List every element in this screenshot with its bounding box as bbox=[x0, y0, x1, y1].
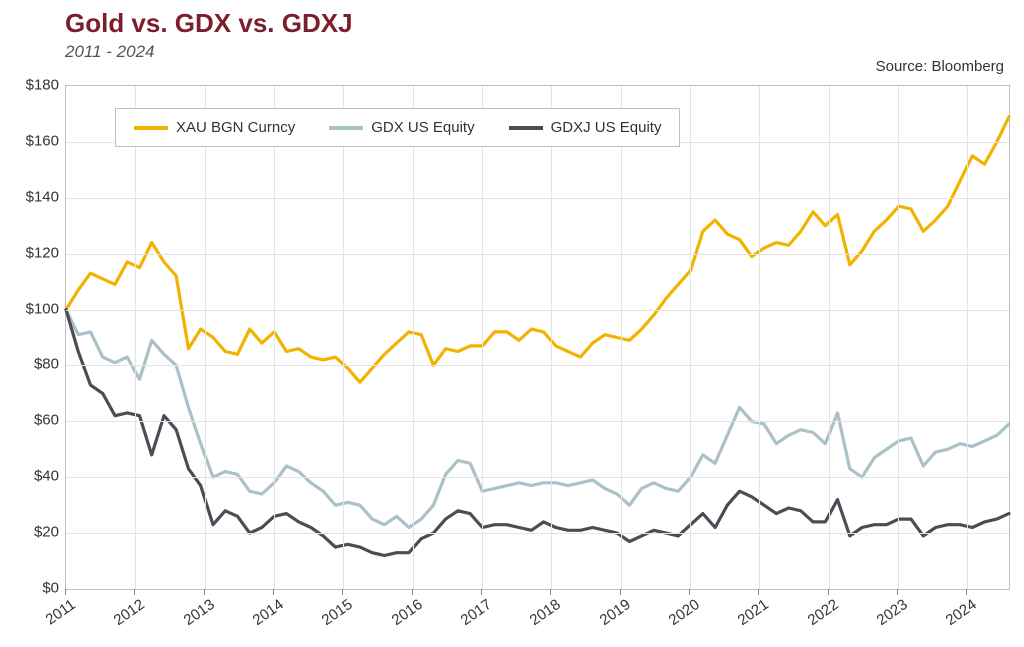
x-tick bbox=[412, 589, 413, 595]
gridline-horizontal bbox=[66, 533, 1009, 534]
x-tick bbox=[689, 589, 690, 595]
x-tick bbox=[966, 589, 967, 595]
x-axis-label: 2024 bbox=[943, 596, 980, 629]
line-canvas bbox=[66, 86, 1009, 589]
gridline-horizontal bbox=[66, 310, 1009, 311]
source-label: Source: Bloomberg bbox=[876, 58, 1004, 75]
chart-title: Gold vs. GDX vs. GDXJ bbox=[65, 8, 353, 39]
x-axis-label: 2022 bbox=[804, 596, 841, 629]
legend-item-gdxj: GDXJ US Equity bbox=[509, 119, 662, 136]
y-axis-label: $180 bbox=[4, 77, 59, 94]
x-axis-label: 2023 bbox=[874, 596, 911, 629]
y-axis-label: $120 bbox=[4, 244, 59, 261]
y-axis-label: $60 bbox=[4, 412, 59, 429]
legend-item-gdx: GDX US Equity bbox=[329, 119, 474, 136]
x-axis-label: 2016 bbox=[388, 596, 425, 629]
y-axis-label: $20 bbox=[4, 524, 59, 541]
x-tick bbox=[758, 589, 759, 595]
y-axis-label: $100 bbox=[4, 300, 59, 317]
x-tick bbox=[620, 589, 621, 595]
gridline-vertical bbox=[135, 86, 136, 589]
series-gdxj bbox=[66, 310, 1009, 556]
gridline-vertical bbox=[551, 86, 552, 589]
gridline-vertical bbox=[413, 86, 414, 589]
x-tick bbox=[550, 589, 551, 595]
gridline-horizontal bbox=[66, 254, 1009, 255]
gridline-vertical bbox=[967, 86, 968, 589]
plot-area bbox=[65, 85, 1010, 590]
legend: XAU BGN Curncy GDX US Equity GDXJ US Equit… bbox=[115, 108, 680, 147]
x-axis-label: 2014 bbox=[250, 596, 287, 629]
legend-swatch bbox=[134, 126, 168, 130]
x-tick bbox=[342, 589, 343, 595]
x-axis-label: 2011 bbox=[43, 596, 79, 628]
x-tick bbox=[273, 589, 274, 595]
y-axis-label: $140 bbox=[4, 188, 59, 205]
series-gdx bbox=[66, 310, 1009, 528]
x-tick bbox=[204, 589, 205, 595]
x-axis-label: 2021 bbox=[735, 596, 772, 629]
chart-subtitle: 2011 - 2024 bbox=[65, 42, 154, 62]
gridline-vertical bbox=[343, 86, 344, 589]
y-axis-label: $0 bbox=[4, 580, 59, 597]
y-axis-label: $80 bbox=[4, 356, 59, 373]
gridline-vertical bbox=[482, 86, 483, 589]
gridline-horizontal bbox=[66, 365, 1009, 366]
gridline-vertical bbox=[759, 86, 760, 589]
x-axis-label: 2020 bbox=[666, 596, 703, 629]
legend-item-xau: XAU BGN Curncy bbox=[134, 119, 295, 136]
x-axis-label: 2013 bbox=[180, 596, 217, 629]
gridline-vertical bbox=[829, 86, 830, 589]
series-xau bbox=[66, 117, 1009, 383]
x-axis-label: 2019 bbox=[596, 596, 633, 629]
x-tick bbox=[897, 589, 898, 595]
gridline-vertical bbox=[274, 86, 275, 589]
x-axis-label: 2012 bbox=[111, 596, 148, 629]
legend-label: XAU BGN Curncy bbox=[176, 119, 295, 136]
gridline-vertical bbox=[621, 86, 622, 589]
x-tick bbox=[65, 589, 66, 595]
gridline-vertical bbox=[205, 86, 206, 589]
x-axis-label: 2017 bbox=[458, 596, 495, 629]
x-tick bbox=[134, 589, 135, 595]
x-tick bbox=[481, 589, 482, 595]
y-axis-label: $40 bbox=[4, 468, 59, 485]
gridline-vertical bbox=[898, 86, 899, 589]
legend-swatch bbox=[329, 126, 363, 130]
gridline-vertical bbox=[690, 86, 691, 589]
x-axis-label: 2018 bbox=[527, 596, 564, 629]
gridline-horizontal bbox=[66, 421, 1009, 422]
gridline-horizontal bbox=[66, 477, 1009, 478]
x-tick bbox=[828, 589, 829, 595]
legend-label: GDX US Equity bbox=[371, 119, 474, 136]
legend-swatch bbox=[509, 126, 543, 130]
chart-container: Gold vs. GDX vs. GDXJ 2011 - 2024 Source… bbox=[0, 0, 1024, 647]
y-axis-label: $160 bbox=[4, 132, 59, 149]
x-axis-label: 2015 bbox=[319, 596, 356, 629]
gridline-horizontal bbox=[66, 198, 1009, 199]
legend-label: GDXJ US Equity bbox=[551, 119, 662, 136]
